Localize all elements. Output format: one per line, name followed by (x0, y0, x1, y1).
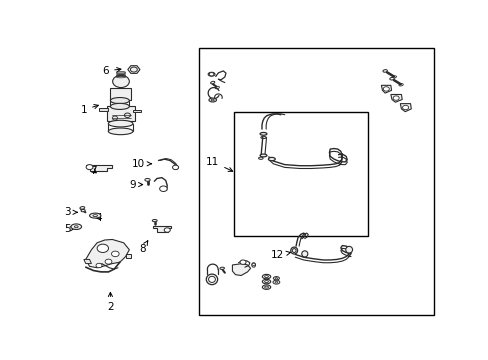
Polygon shape (400, 104, 410, 112)
Ellipse shape (108, 128, 133, 135)
Circle shape (159, 186, 167, 192)
Ellipse shape (80, 207, 84, 209)
Polygon shape (232, 264, 250, 275)
Ellipse shape (144, 179, 150, 181)
Circle shape (111, 251, 119, 257)
Ellipse shape (382, 69, 386, 72)
Circle shape (105, 259, 112, 264)
Polygon shape (106, 105, 135, 121)
Ellipse shape (74, 226, 78, 228)
Ellipse shape (290, 247, 297, 254)
Ellipse shape (258, 157, 263, 159)
Text: 11: 11 (205, 157, 232, 171)
Ellipse shape (264, 276, 268, 278)
Text: 1: 1 (81, 104, 98, 115)
Polygon shape (153, 226, 171, 232)
Ellipse shape (260, 132, 266, 135)
Ellipse shape (260, 154, 266, 157)
Text: 12: 12 (270, 250, 290, 260)
Ellipse shape (210, 81, 214, 84)
Ellipse shape (110, 98, 129, 104)
Ellipse shape (108, 120, 133, 127)
Polygon shape (84, 260, 91, 264)
Polygon shape (85, 239, 129, 268)
Circle shape (112, 75, 129, 87)
Text: 4: 4 (96, 213, 102, 223)
Ellipse shape (71, 224, 81, 229)
Polygon shape (390, 94, 401, 102)
Ellipse shape (273, 276, 279, 280)
Circle shape (97, 244, 108, 252)
Ellipse shape (262, 274, 270, 279)
Ellipse shape (81, 210, 85, 212)
Ellipse shape (208, 98, 216, 102)
Ellipse shape (272, 280, 279, 284)
Ellipse shape (110, 103, 129, 109)
Polygon shape (109, 87, 131, 100)
Ellipse shape (152, 220, 157, 222)
Circle shape (86, 165, 93, 170)
Polygon shape (133, 110, 141, 112)
Polygon shape (125, 254, 131, 258)
Circle shape (209, 73, 213, 76)
Ellipse shape (208, 72, 215, 76)
Ellipse shape (211, 99, 214, 101)
Polygon shape (381, 85, 391, 93)
Polygon shape (127, 66, 140, 73)
Polygon shape (85, 165, 111, 171)
Ellipse shape (206, 274, 217, 285)
Circle shape (172, 165, 178, 170)
Ellipse shape (274, 281, 277, 283)
Text: 8: 8 (139, 241, 147, 254)
Circle shape (252, 263, 255, 266)
Ellipse shape (220, 267, 224, 269)
Ellipse shape (89, 213, 101, 218)
Text: 10: 10 (132, 159, 151, 169)
Text: 6: 6 (102, 66, 121, 76)
Ellipse shape (93, 215, 97, 217)
Ellipse shape (251, 263, 255, 267)
Bar (198, 48, 433, 315)
Circle shape (402, 105, 408, 110)
Ellipse shape (345, 246, 352, 253)
Text: 5: 5 (64, 224, 74, 234)
Text: 3: 3 (64, 207, 77, 217)
Ellipse shape (260, 136, 265, 139)
Polygon shape (99, 108, 107, 111)
Text: 2: 2 (107, 292, 114, 312)
Text: 9: 9 (129, 180, 142, 190)
Ellipse shape (208, 276, 215, 283)
Circle shape (164, 228, 170, 232)
Bar (233, 112, 367, 236)
Ellipse shape (264, 281, 268, 283)
Ellipse shape (268, 157, 275, 161)
Circle shape (392, 96, 398, 100)
Ellipse shape (275, 278, 277, 279)
Ellipse shape (262, 285, 270, 289)
Circle shape (383, 87, 388, 91)
Ellipse shape (264, 286, 268, 288)
Ellipse shape (301, 251, 307, 257)
Circle shape (240, 260, 245, 264)
Text: 7: 7 (90, 166, 97, 176)
Ellipse shape (389, 77, 393, 80)
Ellipse shape (262, 279, 270, 284)
Circle shape (96, 263, 102, 268)
